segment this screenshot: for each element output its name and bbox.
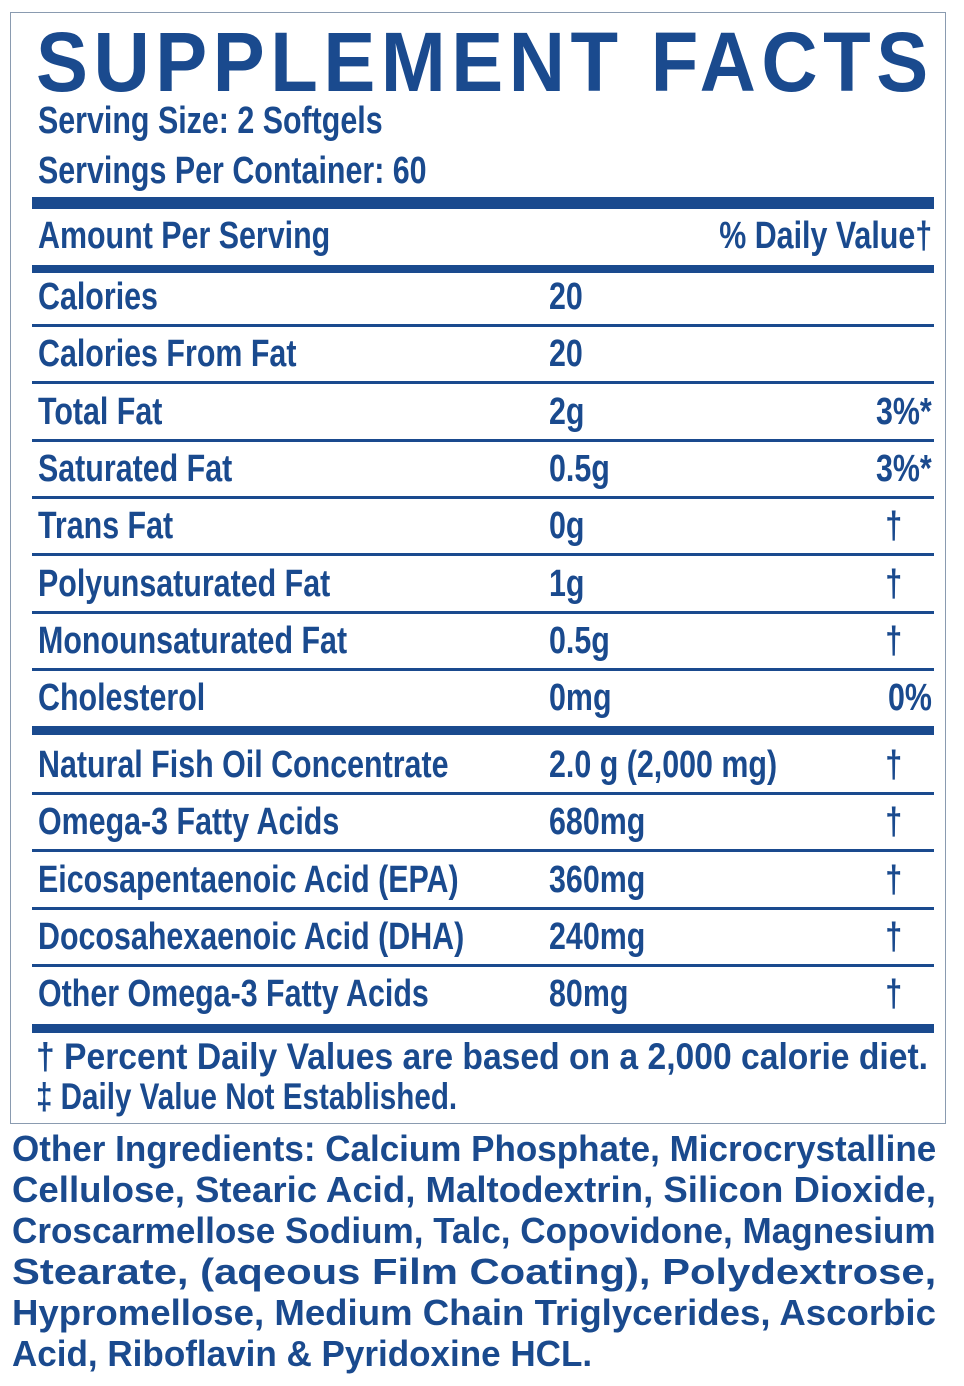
nutrient-row: Calories From Fat 20 [32, 327, 934, 385]
servings-per-container: Servings Per Container: 60 [38, 150, 427, 192]
nutrient-name: Total Fat [38, 390, 163, 433]
ingredients-line: Hypromellose, Medium Chain Triglycerides… [12, 1292, 936, 1333]
ingredients-line: Croscarmellose Sodium, Talc, Copovidone,… [12, 1210, 936, 1251]
daily-value: 3%* [876, 390, 932, 433]
daily-value: † [885, 973, 902, 1016]
nutrient-row: Trans Fat 0g † [32, 499, 934, 557]
nutrient-row: Monounsaturated Fat 0.5g † [32, 614, 934, 671]
daily-value: † [885, 858, 902, 901]
nutrient-amount: 240mg [549, 915, 646, 958]
nutrient-amount: 0.5g [549, 619, 610, 662]
row-divider [32, 963, 934, 967]
thick-divider [32, 197, 934, 209]
ingredients-line: Other Ingredients: Calcium Phosphate, Mi… [12, 1128, 937, 1169]
nutrient-amount: 80mg [549, 973, 629, 1016]
nutrient-name: Saturated Fat [38, 447, 233, 490]
nutrient-amount: 0g [549, 505, 585, 548]
nutrient-name: Eicosapentaenoic Acid (EPA) [38, 858, 459, 901]
nutrient-amount: 20 [549, 333, 583, 376]
daily-value: 3%* [876, 447, 932, 490]
nutrient-amount: 0mg [549, 677, 612, 720]
row-divider [32, 553, 934, 557]
nutrient-name: Other Omega-3 Fatty Acids [38, 973, 429, 1016]
ingredients-line: Cellulose, Stearic Acid, Maltodextrin, S… [12, 1169, 936, 1210]
ingredients-label: Other Ingredients: [12, 1128, 316, 1169]
nutrient-name: Calories [38, 276, 158, 318]
daily-value: † [885, 744, 902, 786]
nutrient-row: Saturated Fat 0.5g 3%* [32, 442, 934, 499]
nutrient-amount: 20 [549, 276, 583, 318]
supplement-facts-panel [10, 12, 946, 1124]
nutrient-name: Cholesterol [38, 677, 206, 720]
daily-value: 0% [888, 677, 932, 720]
row-divider [32, 792, 934, 795]
nutrient-row: Eicosapentaenoic Acid (EPA) 360mg † [32, 853, 934, 910]
row-divider [32, 906, 934, 910]
daily-value: † [885, 801, 902, 844]
nutrient-amount: 680mg [549, 801, 646, 844]
daily-value: † [885, 915, 902, 958]
nutrient-row: Docosahexaenoic Acid (DHA) 240mg † [32, 910, 934, 967]
nutrient-row: Calories 20 [32, 270, 934, 327]
row-divider [32, 667, 934, 671]
daily-value: † [885, 619, 902, 662]
nutrient-row: Omega-3 Fatty Acids 680mg † [32, 795, 934, 853]
row-divider [32, 381, 934, 385]
nutrient-amount: 1g [549, 562, 585, 605]
nutrient-row: Natural Fish Oil Concentrate 2.0 g (2,000… [32, 738, 934, 795]
nutrient-name: Polyunsaturated Fat [38, 562, 331, 605]
footnote-daily-values: † Percent Daily Values are based on a 2,… [36, 1036, 929, 1077]
thick-divider [32, 726, 934, 735]
footnote-not-established: ‡ Daily Value Not Established. [36, 1076, 458, 1117]
nutrient-name: Docosahexaenoic Acid (DHA) [38, 915, 465, 958]
ingredients-line: Acid, Riboflavin & Pyridoxine HCL. [12, 1333, 593, 1374]
nutrient-amount: 0.5g [549, 447, 610, 490]
nutrient-amount: 2g [549, 390, 585, 433]
nutrient-row: Other Omega-3 Fatty Acids 80mg † [32, 967, 934, 1024]
nutrient-amount: 2.0 g (2,000 mg) [549, 744, 778, 786]
amount-per-serving-header: Amount Per Serving [38, 215, 331, 257]
row-divider [32, 324, 934, 327]
nutrient-amount: 360mg [549, 858, 646, 901]
row-divider [32, 610, 934, 614]
row-divider [32, 495, 934, 499]
nutrient-name: Monounsaturated Fat [38, 619, 348, 662]
nutrient-name: Calories From Fat [38, 333, 297, 376]
nutrient-name: Trans Fat [38, 505, 174, 548]
row-divider [32, 849, 934, 853]
ingredients-line: Stearate, (aqeous Film Coating), Polydex… [12, 1251, 937, 1292]
nutrient-row: Polyunsaturated Fat 1g † [32, 557, 934, 614]
medium-divider [32, 265, 934, 273]
daily-value: † [885, 562, 902, 605]
nutrient-row: Cholesterol 0mg 0% [32, 671, 934, 728]
nutrient-row: Total Fat 2g 3%* [32, 385, 934, 442]
daily-value: † [885, 505, 902, 548]
daily-value-header: % Daily Value† [719, 215, 932, 257]
row-divider [32, 438, 934, 442]
page-title: SUPPLEMENT FACTS [36, 15, 934, 109]
serving-size: Serving Size: 2 Softgels [38, 100, 383, 142]
nutrient-name: Omega-3 Fatty Acids [38, 801, 340, 844]
thick-divider [32, 1024, 934, 1033]
nutrient-name: Natural Fish Oil Concentrate [38, 744, 449, 786]
